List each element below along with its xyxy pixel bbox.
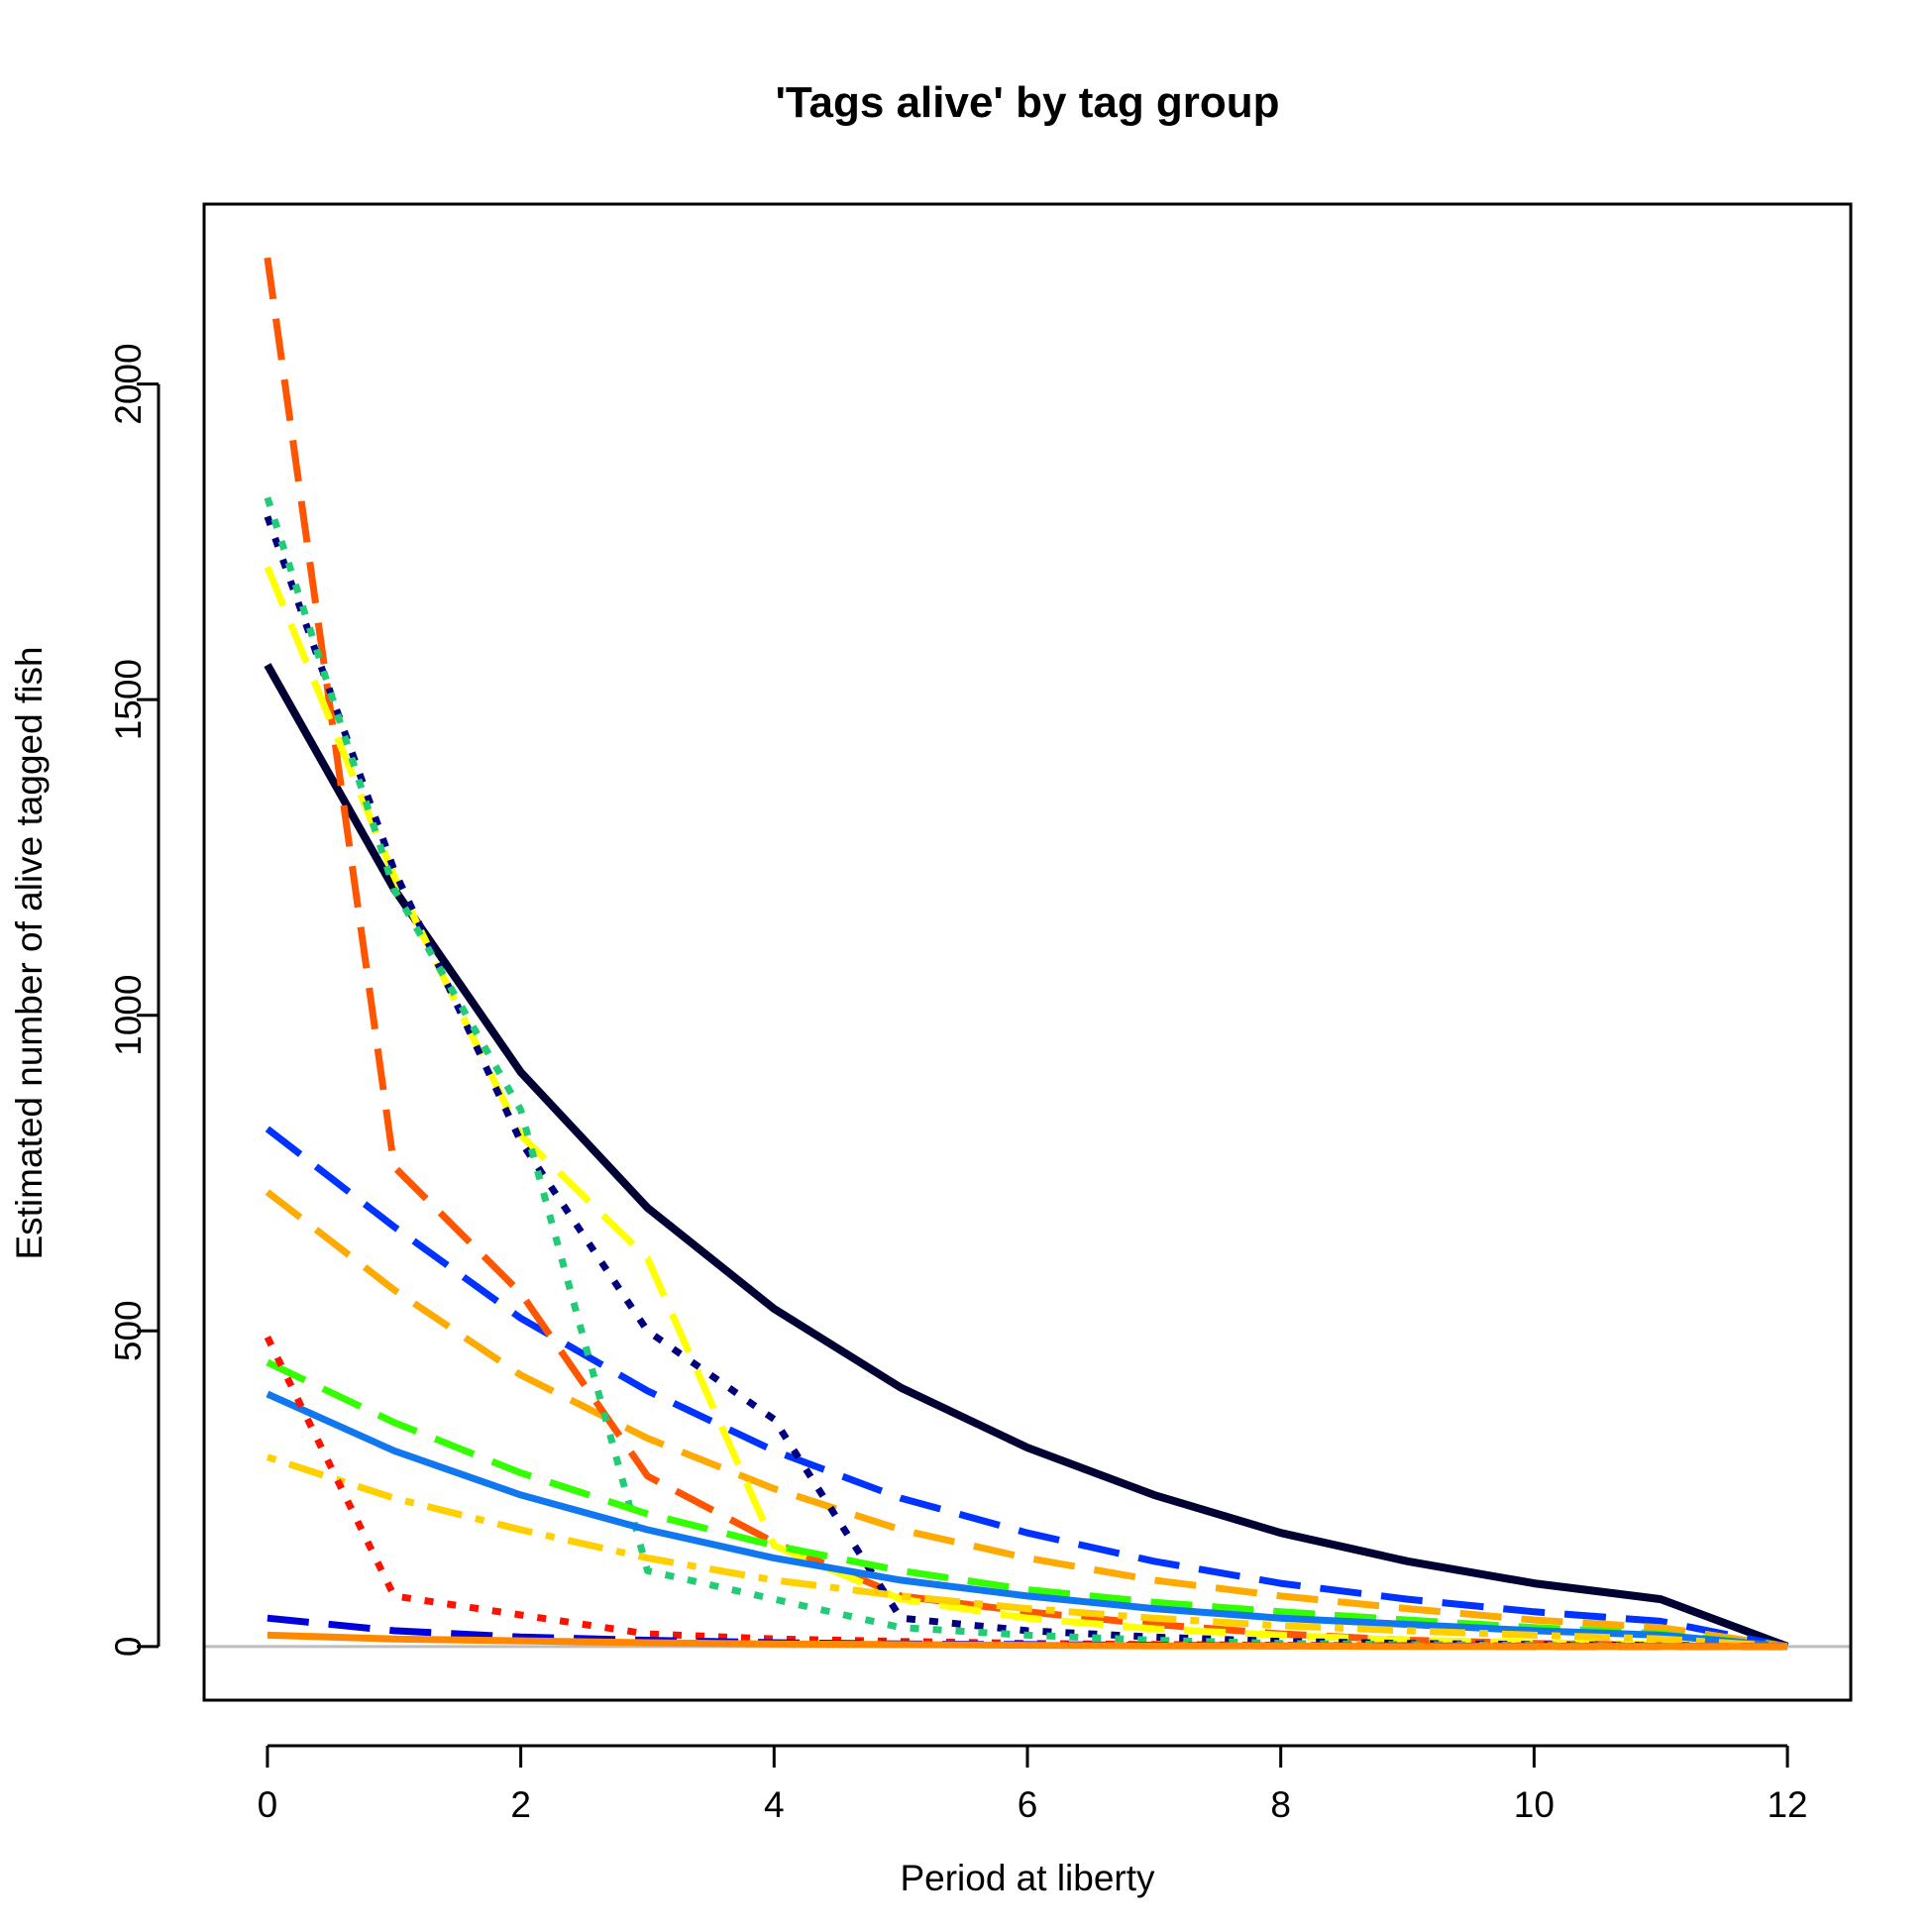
x-tick-label: 10	[1514, 1784, 1555, 1825]
x-tick-label: 8	[1270, 1784, 1291, 1825]
y-tick-label: 1000	[108, 975, 149, 1056]
series-line-1	[264, 663, 1789, 1651]
series-line-4	[264, 257, 1788, 1651]
x-tick-label: 0	[258, 1784, 278, 1825]
y-tick-label: 2000	[108, 343, 149, 424]
y-tick-label: 500	[108, 1300, 149, 1361]
chart-title: 'Tags alive' by tag group	[775, 78, 1279, 127]
series-line-7	[264, 496, 1788, 1651]
x-tick-label: 12	[1767, 1784, 1807, 1825]
y-tick-label: 0	[108, 1637, 149, 1658]
series-line-6	[264, 515, 1788, 1651]
series-line-11	[264, 1336, 1788, 1651]
x-tick-label: 6	[1018, 1784, 1038, 1825]
y-tick-label: 1500	[108, 659, 149, 740]
series-line-8	[266, 1358, 1788, 1651]
x-tick-label: 2	[510, 1784, 531, 1825]
y-axis-label: Estimated number of alive tagged fish	[9, 646, 50, 1259]
series-line-3	[265, 1189, 1788, 1651]
series-line-2	[265, 1126, 1788, 1651]
series-line-9	[266, 1390, 1788, 1651]
plot-area: 0 2 4 6 8 10 12 0 500 1000 1500 2000	[108, 202, 1853, 1825]
x-axis-label: Period at liberty	[900, 1858, 1155, 1898]
plot-frame	[202, 202, 1853, 1702]
series-line-10	[266, 1453, 1788, 1651]
series-line-13	[267, 1631, 1788, 1651]
x-tick-label: 4	[764, 1784, 785, 1825]
